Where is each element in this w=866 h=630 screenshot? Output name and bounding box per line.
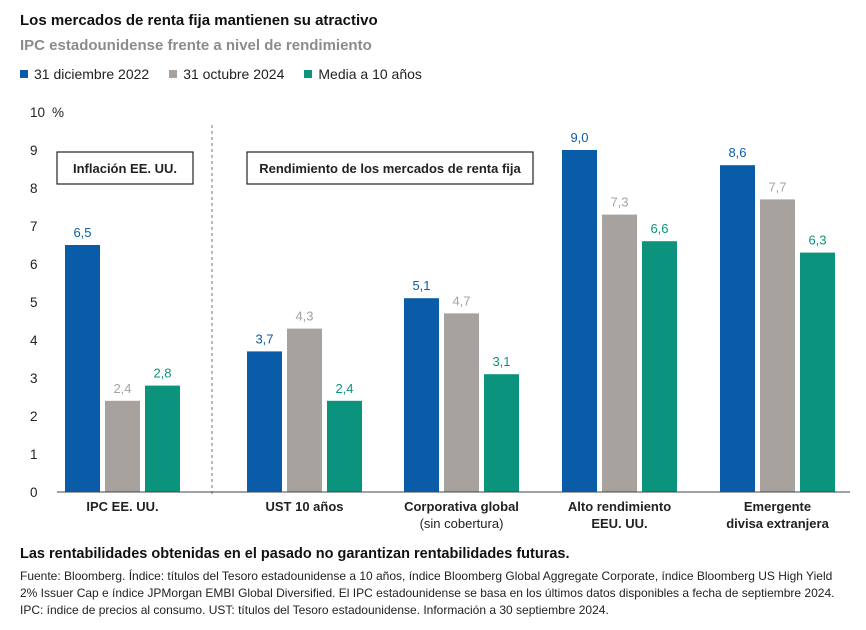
annotation-fixed-income: Rendimiento de los mercados de renta fij… <box>259 161 521 176</box>
bar <box>602 214 637 492</box>
x-category-sublabel: divisa extranjera <box>726 516 829 531</box>
bar <box>287 328 322 492</box>
bar-value-label: 2,4 <box>335 381 353 396</box>
y-tick-label: 7 <box>30 219 38 234</box>
legend-label-oct-2024: 31 octubre 2024 <box>183 66 285 82</box>
source-note: Fuente: Bloomberg. Índice: títulos del T… <box>20 569 835 617</box>
x-category-label: Emergente <box>744 499 811 514</box>
legend-label-10y-average: Media a 10 años <box>318 66 422 82</box>
x-category-label: IPC EE. UU. <box>86 499 158 514</box>
y-tick-label: 5 <box>30 295 38 310</box>
bar-value-label: 6,3 <box>808 233 826 248</box>
bar-value-label: 7,3 <box>610 195 628 210</box>
legend-swatch-dec-2022 <box>20 70 28 78</box>
bar-value-label: 8,6 <box>728 145 746 160</box>
chart-subtitle: IPC estadounidense frente a nivel de ren… <box>20 37 372 54</box>
legend-item-dec-2022: 31 diciembre 2022 <box>20 66 149 82</box>
bar-value-label: 9,0 <box>570 130 588 145</box>
x-category-label: UST 10 años <box>265 499 343 514</box>
bar <box>247 351 282 492</box>
y-tick-label: 3 <box>30 371 38 386</box>
y-axis-unit: % <box>52 105 64 120</box>
bar-value-label: 7,7 <box>768 179 786 194</box>
bar <box>65 245 100 492</box>
bar <box>145 385 180 492</box>
bar-chart: 0 1 2 3 4 5 6 7 8 9 10 % Inflación EE. UU. Rendimient… <box>30 105 850 531</box>
x-category-label: Corporativa global <box>404 499 519 514</box>
bar-value-label: 3,7 <box>255 331 273 346</box>
y-tick-label: 9 <box>30 143 38 158</box>
legend-swatch-oct-2024 <box>169 70 178 78</box>
y-tick-label: 8 <box>30 181 38 196</box>
legend-item-10y-average: Media a 10 años <box>304 66 422 82</box>
annotation-box-inflation <box>56 151 194 185</box>
bar-value-label: 6,6 <box>650 221 668 236</box>
legend: 31 diciembre 2022 31 octubre 2024 Media … <box>20 66 422 82</box>
legend-swatch-10y-average <box>304 70 313 78</box>
bar <box>800 252 835 492</box>
bar <box>562 150 597 492</box>
bar-value-label: 6,5 <box>73 225 91 240</box>
annotation-box-fixed-income <box>246 151 534 185</box>
y-tick-label: 4 <box>30 333 38 348</box>
y-tick-label: 10 <box>30 105 45 120</box>
y-tick-label: 0 <box>30 485 38 500</box>
bar <box>404 298 439 492</box>
bar-value-label: 3,1 <box>492 354 510 369</box>
annotation-inflation: Inflación EE. UU. <box>73 161 177 176</box>
y-tick-label: 1 <box>30 447 38 462</box>
bar-value-label: 2,4 <box>113 381 131 396</box>
legend-label-dec-2022: 31 diciembre 2022 <box>34 66 150 82</box>
bar-value-label: 4,7 <box>452 293 470 308</box>
bar-value-label: 2,8 <box>153 366 171 381</box>
y-tick-label: 2 <box>30 409 38 424</box>
x-category-sublabel: (sin cobertura) <box>420 516 504 531</box>
bar <box>484 374 519 492</box>
y-tick-label: 6 <box>30 257 38 272</box>
bar <box>444 313 479 492</box>
bar <box>327 400 362 492</box>
bar-value-label: 4,3 <box>295 309 313 324</box>
x-category-sublabel: EEU. UU. <box>591 516 647 531</box>
bar <box>105 400 140 492</box>
bar-value-label: 5,1 <box>412 278 430 293</box>
bar <box>642 241 677 492</box>
chart-title: Los mercados de renta fija mantienen su … <box>20 12 378 29</box>
bar <box>720 165 755 492</box>
disclaimer: Las rentabilidades obtenidas en el pasad… <box>20 546 570 562</box>
bar <box>760 199 795 492</box>
x-category-label: Alto rendimiento <box>568 499 671 514</box>
legend-item-oct-2024: 31 octubre 2024 <box>169 66 284 82</box>
